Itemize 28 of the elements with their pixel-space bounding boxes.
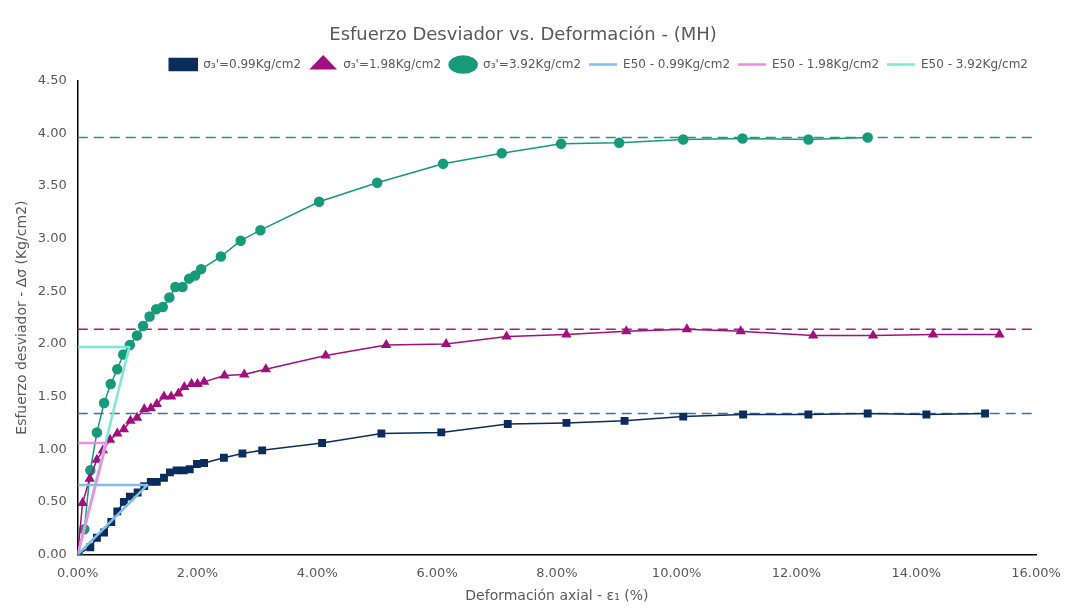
y-tick-label: 1.50	[37, 387, 67, 403]
legend-label: E50 - 1.98Kg/cm2	[772, 56, 880, 71]
y-tick-label: 4.00	[37, 124, 67, 140]
x-tick-label: 10.00%	[651, 564, 702, 580]
y-tick-label: 1.00	[37, 440, 67, 456]
x-tick-label: 6.00%	[416, 564, 458, 580]
x-tick-label: 12.00%	[771, 564, 822, 580]
x-tick-label: 2.00%	[176, 564, 219, 580]
x-tick-label: 0.00%	[57, 564, 99, 580]
legend-label: E50 - 0.99Kg/cm2	[623, 56, 731, 71]
x-tick-label: 14.00%	[891, 564, 942, 580]
legend-label: σ₃'=3.92Kg/cm2	[483, 56, 582, 71]
y-tick-label: 3.00	[37, 229, 67, 245]
y-tick-label: 0.00	[37, 545, 67, 561]
x-tick-label: 8.00%	[536, 564, 578, 580]
legend-label: σ₃'=1.98Kg/cm2	[343, 56, 442, 71]
chart-title: Esfuerzo Desviador vs. Deformación - (MH)	[329, 23, 717, 45]
x-tick-label: 4.00%	[296, 564, 338, 580]
x-axis-title: Deformación axial - ε₁ (%)	[465, 587, 649, 604]
legend-label: E50 - 3.92Kg/cm2	[921, 56, 1028, 71]
x-tick-label: 16.00%	[1011, 564, 1061, 580]
y-tick-label: 0.50	[37, 493, 67, 509]
y-axis-title: Esfuerzo desviador - Δσ (Kg/cm2)	[13, 200, 30, 435]
y-tick-label: 4.50	[37, 71, 67, 87]
y-tick-label: 2.50	[37, 282, 67, 298]
y-tick-label: 2.00	[37, 335, 67, 351]
y-tick-label: 3.50	[37, 177, 67, 193]
legend-label: σ₃'=0.99Kg/cm2	[203, 56, 302, 71]
